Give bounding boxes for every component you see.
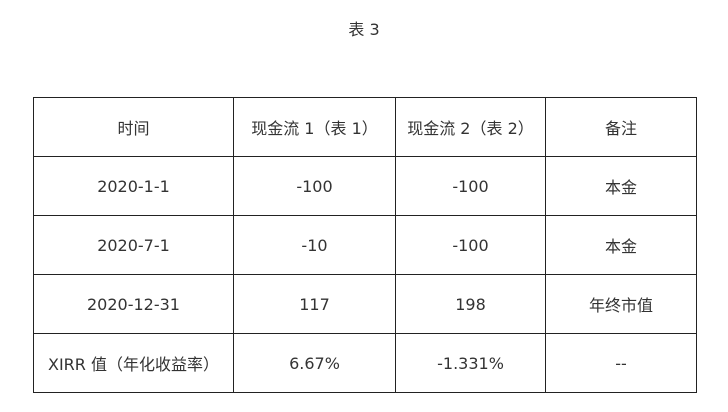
table-row: 2020-1-1 -100 -100 本金 [33,156,697,216]
table-header-row: 时间 现金流 1（表 1） 现金流 2（表 2） 备注 [33,97,697,157]
cell-date: 2020-1-1 [33,156,234,216]
table-row: 2020-12-31 117 198 年终市值 [33,274,697,334]
table-row: 2020-7-1 -10 -100 本金 [33,215,697,275]
header-note: 备注 [545,97,697,157]
cell-cashflow-2: -100 [395,215,546,275]
table-row-xirr: XIRR 值（年化收益率） 6.67% -1.331% -- [33,333,697,393]
cell-date: 2020-12-31 [33,274,234,334]
header-cashflow-2: 现金流 2（表 2） [395,97,546,157]
cell-xirr-2: -1.331% [395,333,546,393]
cell-note: -- [545,333,697,393]
header-cashflow-1: 现金流 1（表 1） [233,97,396,157]
cell-cashflow-1: 117 [233,274,396,334]
cell-cashflow-2: -100 [395,156,546,216]
cell-cashflow-1: -10 [233,215,396,275]
cell-note: 年终市值 [545,274,697,334]
cell-note: 本金 [545,156,697,216]
cell-label: XIRR 值（年化收益率） [33,333,234,393]
table-caption: 表 3 [348,20,380,39]
cash-flow-table: 时间 现金流 1（表 1） 现金流 2（表 2） 备注 2020-1-1 -10… [33,97,697,393]
cell-cashflow-2: 198 [395,274,546,334]
cell-note: 本金 [545,215,697,275]
cell-cashflow-1: -100 [233,156,396,216]
cell-xirr-1: 6.67% [233,333,396,393]
cell-date: 2020-7-1 [33,215,234,275]
header-time: 时间 [33,97,234,157]
